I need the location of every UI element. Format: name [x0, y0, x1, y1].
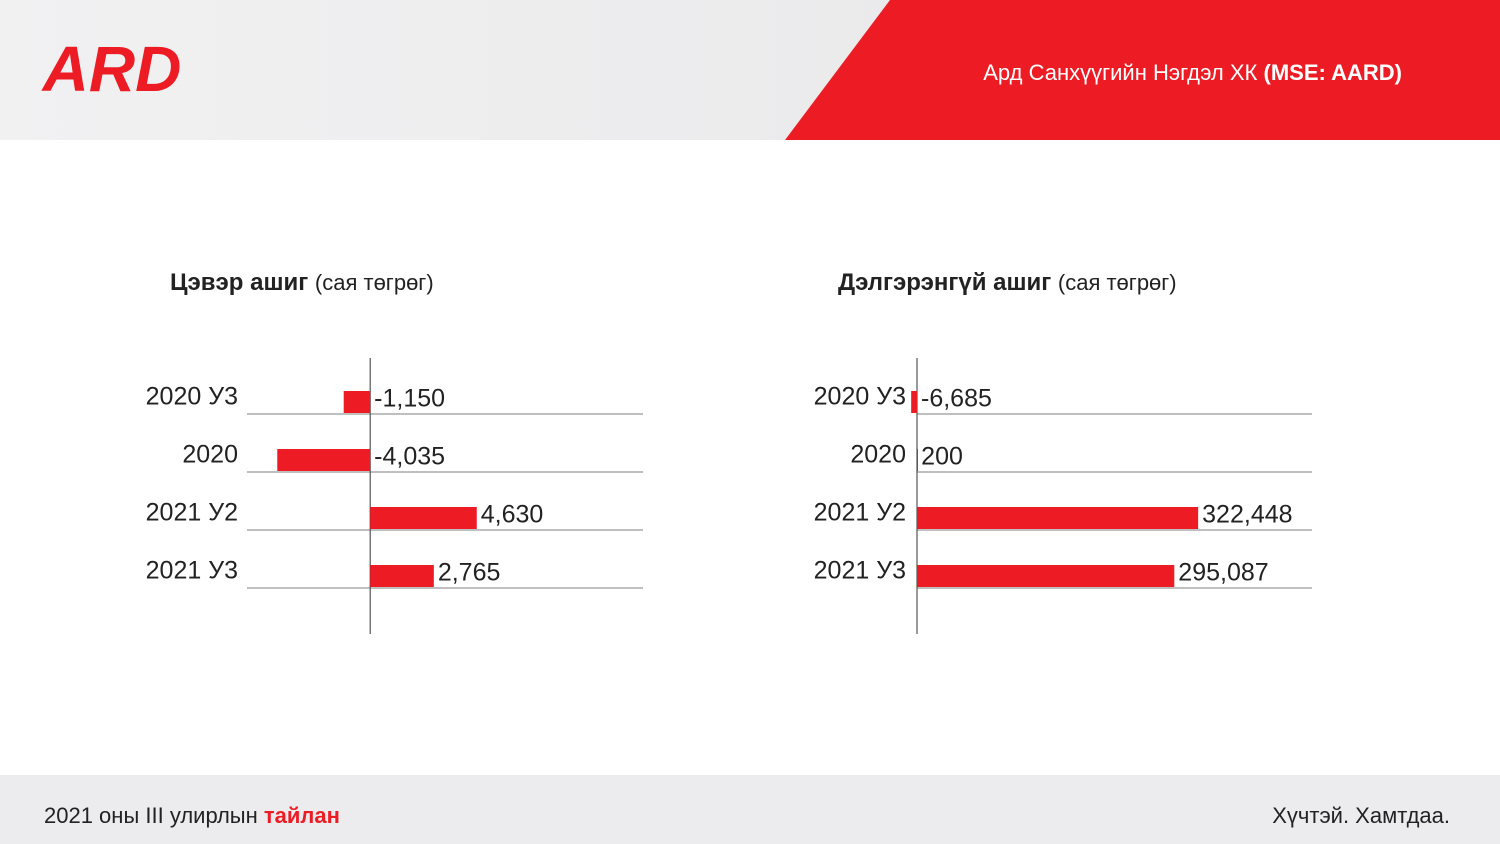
value-label: 322,448 — [1202, 501, 1292, 529]
header-accent — [785, 0, 1500, 140]
chart-title: Цэвэр ашиг (сая төгрөг) — [170, 269, 434, 296]
unit: (сая төгрөг) — [315, 270, 434, 295]
title: Цэвэр ашиг — [170, 269, 308, 296]
bar — [370, 565, 434, 587]
company: Ард Санхүүгийн Нэгдэл ХК — [983, 60, 1257, 85]
value-label: -6,685 — [921, 385, 992, 413]
header-company: Ард Санхүүгийн Нэгдэл ХК (MSE: AARD) — [983, 60, 1402, 85]
category-label: 2021 У3 — [814, 557, 906, 585]
ticker: (MSE: AARD) — [1264, 60, 1403, 85]
value-label: 295,087 — [1178, 559, 1268, 587]
chart-title: Дэлгэрэнгүй ашиг (сая төгрөг) — [838, 269, 1177, 296]
footer-report: 2021 оны III улирлын тайлан — [44, 803, 340, 828]
category-label: 2020 — [850, 441, 906, 469]
value-label: 4,630 — [481, 501, 544, 529]
value-label: -4,035 — [374, 443, 445, 471]
report: 2021 оны III улирлын — [44, 803, 258, 828]
logo: ARD — [41, 33, 182, 105]
report-highlight: тайлан — [264, 803, 340, 828]
bar — [917, 565, 1175, 587]
value-label: 200 — [921, 443, 963, 471]
bar — [370, 507, 477, 529]
bar — [343, 391, 371, 413]
title: Дэлгэрэнгүй ашиг — [838, 269, 1051, 296]
category-label: 2021 У3 — [146, 557, 238, 585]
category-label: 2020 У3 — [146, 383, 238, 411]
value-label: -1,150 — [374, 385, 445, 413]
category-label: 2021 У2 — [814, 499, 906, 527]
bar — [917, 507, 1199, 529]
bar — [911, 391, 917, 413]
slogan: Хүчтэй. Хамтдаа. — [1272, 803, 1450, 828]
category-label: 2021 У2 — [146, 499, 238, 527]
bar — [277, 449, 371, 471]
value-label: 2,765 — [438, 559, 501, 587]
unit: (сая төгрөг) — [1058, 270, 1177, 295]
bar — [917, 449, 918, 471]
footer-band — [0, 775, 1500, 844]
category-label: 2020 — [182, 441, 238, 469]
category-label: 2020 У3 — [814, 383, 906, 411]
